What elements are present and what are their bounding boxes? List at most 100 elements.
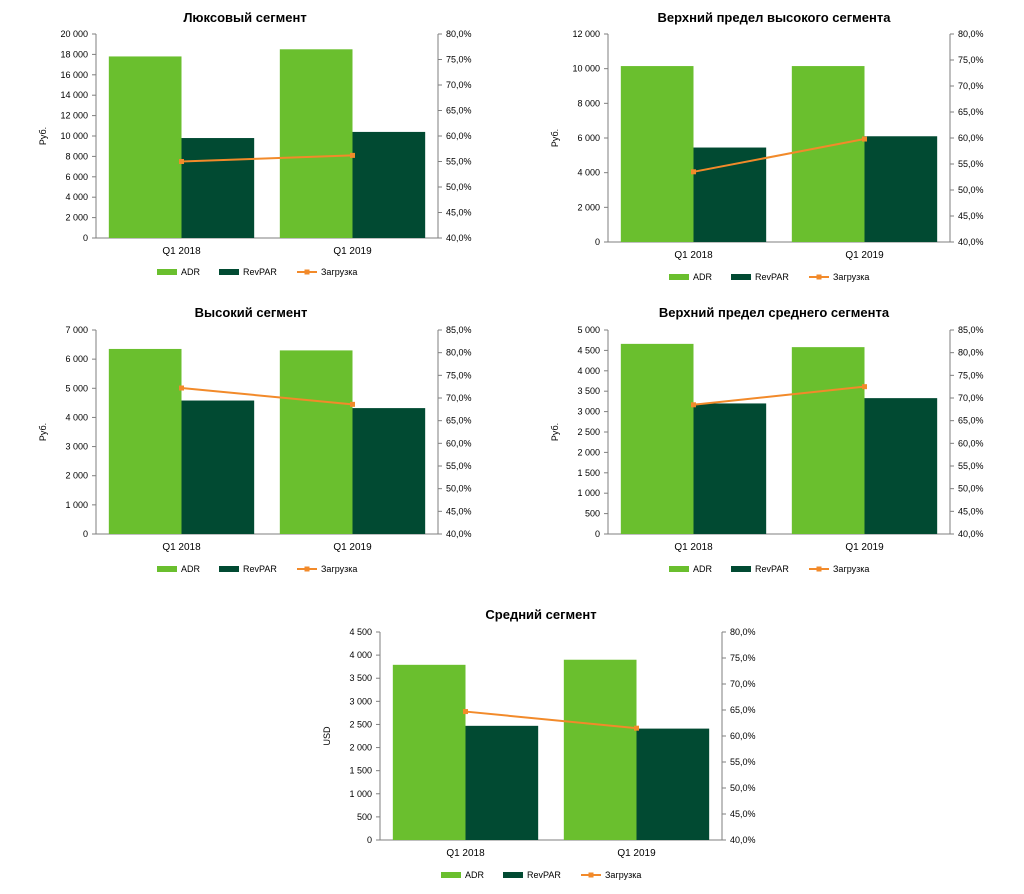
y-tick-label: 4 000 bbox=[577, 366, 600, 376]
legend-label-adr: ADR bbox=[693, 272, 713, 282]
legend-label-revpar: RevPAR bbox=[243, 564, 277, 574]
load-point bbox=[862, 384, 867, 390]
y-tick-label: 1 000 bbox=[577, 488, 600, 498]
y2-tick-label: 55,0% bbox=[446, 157, 472, 167]
y2-tick-label: 75,0% bbox=[446, 370, 472, 380]
bar-revpar bbox=[352, 408, 426, 534]
chart-title: Люксовый сегмент bbox=[183, 10, 306, 25]
y2-tick-label: 75,0% bbox=[446, 55, 472, 65]
bar-adr bbox=[392, 664, 466, 840]
y2-tick-label: 70,0% bbox=[446, 393, 472, 403]
y-tick-label: 3 000 bbox=[65, 442, 88, 452]
bar-revpar bbox=[864, 136, 938, 242]
load-point bbox=[179, 385, 184, 391]
load-line bbox=[181, 387, 353, 406]
load-point bbox=[691, 402, 696, 408]
bar-adr bbox=[108, 56, 182, 238]
y2-tick-label: 60,0% bbox=[958, 438, 984, 448]
load-line bbox=[693, 385, 865, 406]
legend-label-adr: ADR bbox=[181, 564, 201, 574]
y2-tick-label: 80,0% bbox=[958, 348, 984, 358]
legend-swatch-revpar bbox=[731, 566, 751, 572]
y-axis-label: Руб. bbox=[550, 423, 560, 441]
legend-marker-load bbox=[816, 566, 822, 572]
chart-title: Верхний предел высокого сегмента bbox=[658, 10, 892, 25]
load-point bbox=[350, 401, 355, 407]
legend-label-revpar: RevPAR bbox=[755, 272, 789, 282]
chart-panel-midscale: Средний сегмент 0 500 1 000 1 500 2 000 2 500 3… bbox=[256, 600, 768, 894]
y-tick-label: 4 000 bbox=[577, 168, 600, 178]
y-axis-label: Руб. bbox=[550, 129, 560, 147]
y2-tick-label: 75,0% bbox=[958, 370, 984, 380]
chart-title: Средний сегмент bbox=[485, 607, 596, 622]
y2-tick-label: 40,0% bbox=[958, 529, 984, 539]
y-tick-label: 6 000 bbox=[65, 172, 88, 182]
bar-revpar bbox=[181, 138, 255, 238]
bar-adr bbox=[620, 343, 694, 534]
y2-tick-label: 70,0% bbox=[958, 81, 984, 91]
load-point bbox=[350, 152, 355, 158]
y-axis-label: USD bbox=[322, 726, 332, 746]
y-tick-label: 5 000 bbox=[577, 325, 600, 335]
y-tick-label: 3 500 bbox=[577, 386, 600, 396]
y-tick-label: 4 500 bbox=[349, 627, 372, 637]
legend-swatch-revpar bbox=[219, 566, 239, 572]
bar-revpar bbox=[864, 398, 938, 534]
y-tick-label: 4 000 bbox=[349, 650, 372, 660]
legend-marker-load bbox=[588, 872, 594, 878]
y-tick-label: 3 500 bbox=[349, 673, 372, 683]
y2-tick-label: 50,0% bbox=[958, 185, 984, 195]
legend-label-load: Загрузка bbox=[605, 870, 641, 880]
y-tick-label: 14 000 bbox=[60, 90, 88, 100]
chart-panel-upscale: Высокий сегмент 0 1 000 2 000 3 000 4 000 5 00… bbox=[0, 298, 512, 588]
chart-panel-luxury: Люксовый сегмент 0 2 000 4 000 6 000 8 000 10 … bbox=[0, 0, 512, 290]
y2-tick-label: 65,0% bbox=[958, 107, 984, 117]
bar-revpar bbox=[181, 400, 255, 534]
load-point bbox=[179, 159, 184, 164]
load-line bbox=[693, 138, 865, 173]
y2-tick-label: 65,0% bbox=[730, 705, 756, 715]
bar-adr bbox=[108, 348, 182, 534]
legend-marker-load bbox=[816, 274, 822, 280]
y2-tick-label: 40,0% bbox=[730, 835, 756, 845]
bar-revpar bbox=[693, 147, 767, 242]
y-tick-label: 16 000 bbox=[60, 70, 88, 80]
y2-tick-label: 60,0% bbox=[958, 133, 984, 143]
y-tick-label: 3 000 bbox=[577, 407, 600, 417]
y2-tick-label: 80,0% bbox=[730, 627, 756, 637]
y2-tick-label: 65,0% bbox=[958, 416, 984, 426]
y-tick-label: 8 000 bbox=[65, 151, 88, 161]
y2-tick-label: 65,0% bbox=[446, 416, 472, 426]
legend-label-adr: ADR bbox=[693, 564, 713, 574]
y-tick-label: 10 000 bbox=[572, 64, 600, 74]
y-tick-label: 0 bbox=[595, 237, 600, 247]
y-tick-label: 1 000 bbox=[65, 500, 88, 510]
chart-svg-upper-midscale: Верхний предел среднего сегмента 0 500 1 00… bbox=[550, 305, 984, 574]
y2-tick-label: 45,0% bbox=[958, 211, 984, 221]
y-tick-label: 0 bbox=[595, 529, 600, 539]
bar-revpar bbox=[352, 131, 426, 238]
bar-adr bbox=[620, 66, 694, 242]
y-tick-label: 0 bbox=[83, 233, 88, 243]
y-tick-label: 2 000 bbox=[577, 447, 600, 457]
y2-tick-label: 55,0% bbox=[958, 159, 984, 169]
chart-svg-luxury: Люксовый сегмент 0 2 000 4 000 6 000 8 000 10 … bbox=[38, 10, 472, 277]
legend-label-load: Загрузка bbox=[833, 272, 869, 282]
legend-label-adr: ADR bbox=[181, 267, 201, 277]
chart-svg-upscale: Высокий сегмент 0 1 000 2 000 3 000 4 000 5 00… bbox=[38, 305, 472, 574]
y2-tick-label: 45,0% bbox=[958, 506, 984, 516]
y2-tick-label: 40,0% bbox=[446, 233, 472, 243]
y-tick-label: 18 000 bbox=[60, 49, 88, 59]
chart-svg-midscale: Средний сегмент 0 500 1 000 1 500 2 000 2 500 3… bbox=[322, 607, 756, 880]
y-tick-label: 2 500 bbox=[577, 427, 600, 437]
y-tick-label: 6 000 bbox=[65, 354, 88, 364]
x-category-label: Q1 2019 bbox=[333, 246, 372, 257]
legend-label-adr: ADR bbox=[465, 870, 485, 880]
bar-revpar bbox=[693, 403, 767, 534]
bar-adr bbox=[563, 659, 637, 840]
y-axis-label: Руб. bbox=[38, 127, 48, 145]
legend-swatch-adr bbox=[669, 566, 689, 572]
y2-tick-label: 60,0% bbox=[446, 438, 472, 448]
legend-swatch-adr bbox=[669, 274, 689, 280]
y-tick-label: 0 bbox=[367, 835, 372, 845]
